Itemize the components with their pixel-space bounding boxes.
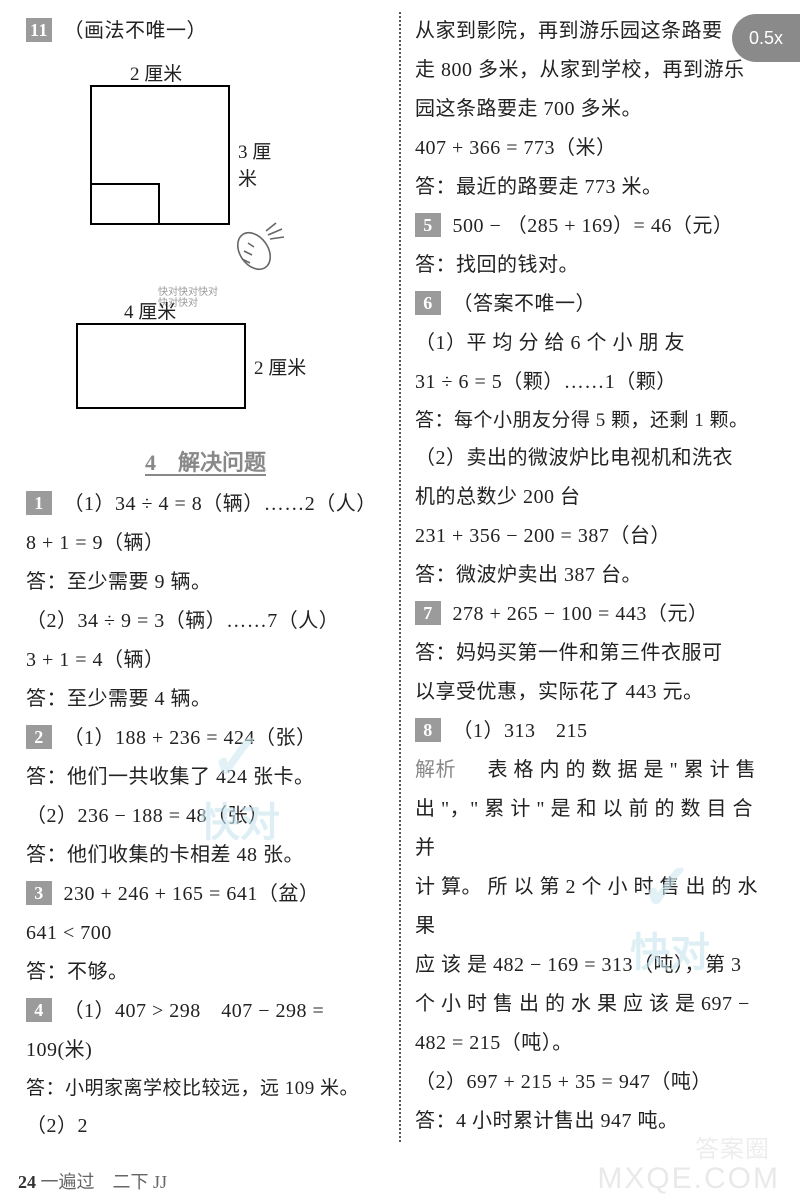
q3-num: 3 bbox=[26, 881, 52, 905]
footer: 24 一遍过 二下 JJ bbox=[18, 1168, 167, 1194]
zoom-value: 0.5x bbox=[749, 28, 783, 49]
q2-num: 2 bbox=[26, 725, 52, 749]
page-number: 24 bbox=[18, 1172, 36, 1192]
analysis-label: 解析 bbox=[415, 759, 456, 781]
bottom-watermark-2: MXQE.COM bbox=[597, 1162, 780, 1196]
d1-label-top: 2 厘米 bbox=[130, 59, 182, 86]
q4-num: 4 bbox=[26, 998, 52, 1022]
q5-num: 5 bbox=[415, 213, 441, 237]
q7-l2: 答：妈妈买第一件和第三件衣服可 bbox=[415, 634, 774, 673]
q6-l0: 6 （答案不唯一） bbox=[415, 285, 774, 324]
q6-l3: 答：每个小朋友分得 5 颗，还剩 1 颗。 bbox=[415, 402, 774, 439]
q3-l3: 答：不够。 bbox=[26, 953, 385, 992]
q5-l2: 答：找回的钱对。 bbox=[415, 246, 774, 285]
q8-a1: 解析 表 格 内 的 数 据 是 " 累 计 售 bbox=[415, 751, 774, 790]
zoom-badge[interactable]: 0.5x bbox=[732, 14, 800, 62]
d2-rect bbox=[76, 323, 246, 409]
r2: 走 800 多米，从家到学校，再到游乐 bbox=[415, 51, 774, 90]
q6-l4: （2）卖出的微波炉比电视机和洗衣 bbox=[415, 439, 774, 478]
footer-text: 一遍过 二下 JJ bbox=[41, 1172, 168, 1192]
q2-l4: 答：他们收集的卡相差 48 张。 bbox=[26, 836, 385, 875]
q3-l1: 3 230 + 246 + 165 = 641（盆） bbox=[26, 875, 385, 914]
q6-l6: 231 + 356 − 200 = 387（台） bbox=[415, 517, 774, 556]
q1-l5: 3 + 1 = 4（辆） bbox=[26, 641, 385, 680]
r1: 从家到影院，再到游乐园这条路要 bbox=[415, 12, 774, 51]
d2-label-right: 2 厘米 bbox=[254, 353, 306, 380]
q1-num: 1 bbox=[26, 491, 52, 515]
q8-a2: 出 "，" 累 计 " 是 和 以 前 的 数 目 合 并 bbox=[415, 790, 774, 868]
diagram-1: 2 厘米 3 厘米 快对快对快对 快对快对 bbox=[60, 57, 290, 287]
q6-l2: 31 ÷ 6 = 5（颗）……1（颗） bbox=[415, 363, 774, 402]
q6-l7: 答：微波炉卖出 387 台。 bbox=[415, 556, 774, 595]
q1-l2: 8 + 1 = 9（辆） bbox=[26, 524, 385, 563]
q2-l3: （2）236 − 188 = 48（张） bbox=[26, 797, 385, 836]
d1-small-rect bbox=[90, 183, 160, 225]
q8-l2: （2）697 + 215 + 35 = 947（吨） bbox=[415, 1063, 774, 1102]
q6-num: 6 bbox=[415, 291, 441, 315]
d2-label-top: 4 厘米 bbox=[124, 297, 176, 324]
page: 11 （画法不唯一） 2 厘米 3 厘米 快对快对快对 快对快对 4 厘米 bbox=[0, 0, 800, 1160]
q8-l1: 8 （1）313 215 bbox=[415, 712, 774, 751]
q8-a3: 计 算。 所 以 第 2 个 小 时 售 出 的 水 果 bbox=[415, 868, 774, 946]
q3-l2: 641 < 700 bbox=[26, 914, 385, 953]
q11-num: 11 bbox=[26, 18, 52, 42]
q7-l3: 以享受优惠，实际花了 443 元。 bbox=[415, 673, 774, 712]
q4-l1: 4 （1）407 > 298 407 − 298 = 109(米) bbox=[26, 992, 385, 1070]
r5: 答：最近的路要走 773 米。 bbox=[415, 168, 774, 207]
q8-a4: 应 该 是 482 − 169 = 313（吨），第 3 bbox=[415, 946, 774, 985]
r4: 407 + 366 = 773（米） bbox=[415, 129, 774, 168]
left-column: 11 （画法不唯一） 2 厘米 3 厘米 快对快对快对 快对快对 4 厘米 bbox=[18, 12, 399, 1160]
q11: 11 （画法不唯一） bbox=[26, 12, 385, 51]
q1-l4: （2）34 ÷ 9 = 3（辆）……7（人） bbox=[26, 602, 385, 641]
q4-l2: 答：小明家离学校比较远，远 109 米。 bbox=[26, 1070, 385, 1107]
q8-a5: 个 小 时 售 出 的 水 果 应 该 是 697 − bbox=[415, 985, 774, 1024]
q2-l1: 2 （1）188 + 236 = 424（张） bbox=[26, 719, 385, 758]
q6-l5: 机的总数少 200 台 bbox=[415, 478, 774, 517]
bottom-watermark-1: 答案圈 bbox=[695, 1129, 770, 1164]
q1-l3: 答：至少需要 9 辆。 bbox=[26, 563, 385, 602]
q7-num: 7 bbox=[415, 601, 441, 625]
section-4-title: 4 解决问题 bbox=[26, 445, 385, 477]
q1-l1: 1 （1）34 ÷ 4 = 8（辆）……2（人） bbox=[26, 485, 385, 524]
q1-l6: 答：至少需要 4 辆。 bbox=[26, 680, 385, 719]
r3: 园这条路要走 700 多米。 bbox=[415, 90, 774, 129]
q7-l1: 7 278 + 265 − 100 = 443（元） bbox=[415, 595, 774, 634]
q4-l3: （2）2 bbox=[26, 1107, 385, 1146]
q6-l1: （1）平 均 分 给 6 个 小 朋 友 bbox=[415, 324, 774, 363]
q8-num: 8 bbox=[415, 718, 441, 742]
q8-a6: 482 = 215（吨）。 bbox=[415, 1024, 774, 1063]
d1-label-right: 3 厘米 bbox=[238, 137, 290, 191]
carrot-icon bbox=[232, 217, 292, 277]
q2-l2: 答：他们一共收集了 424 张卡。 bbox=[26, 758, 385, 797]
right-column: 从家到影院，再到游乐园这条路要 走 800 多米，从家到学校，再到游乐 园这条路… bbox=[401, 12, 782, 1160]
q11-text: （画法不唯一） bbox=[64, 20, 208, 42]
diagram-2: 4 厘米 2 厘米 bbox=[54, 297, 314, 427]
q5-l1: 5 500 − （285 + 169）= 46（元） bbox=[415, 207, 774, 246]
